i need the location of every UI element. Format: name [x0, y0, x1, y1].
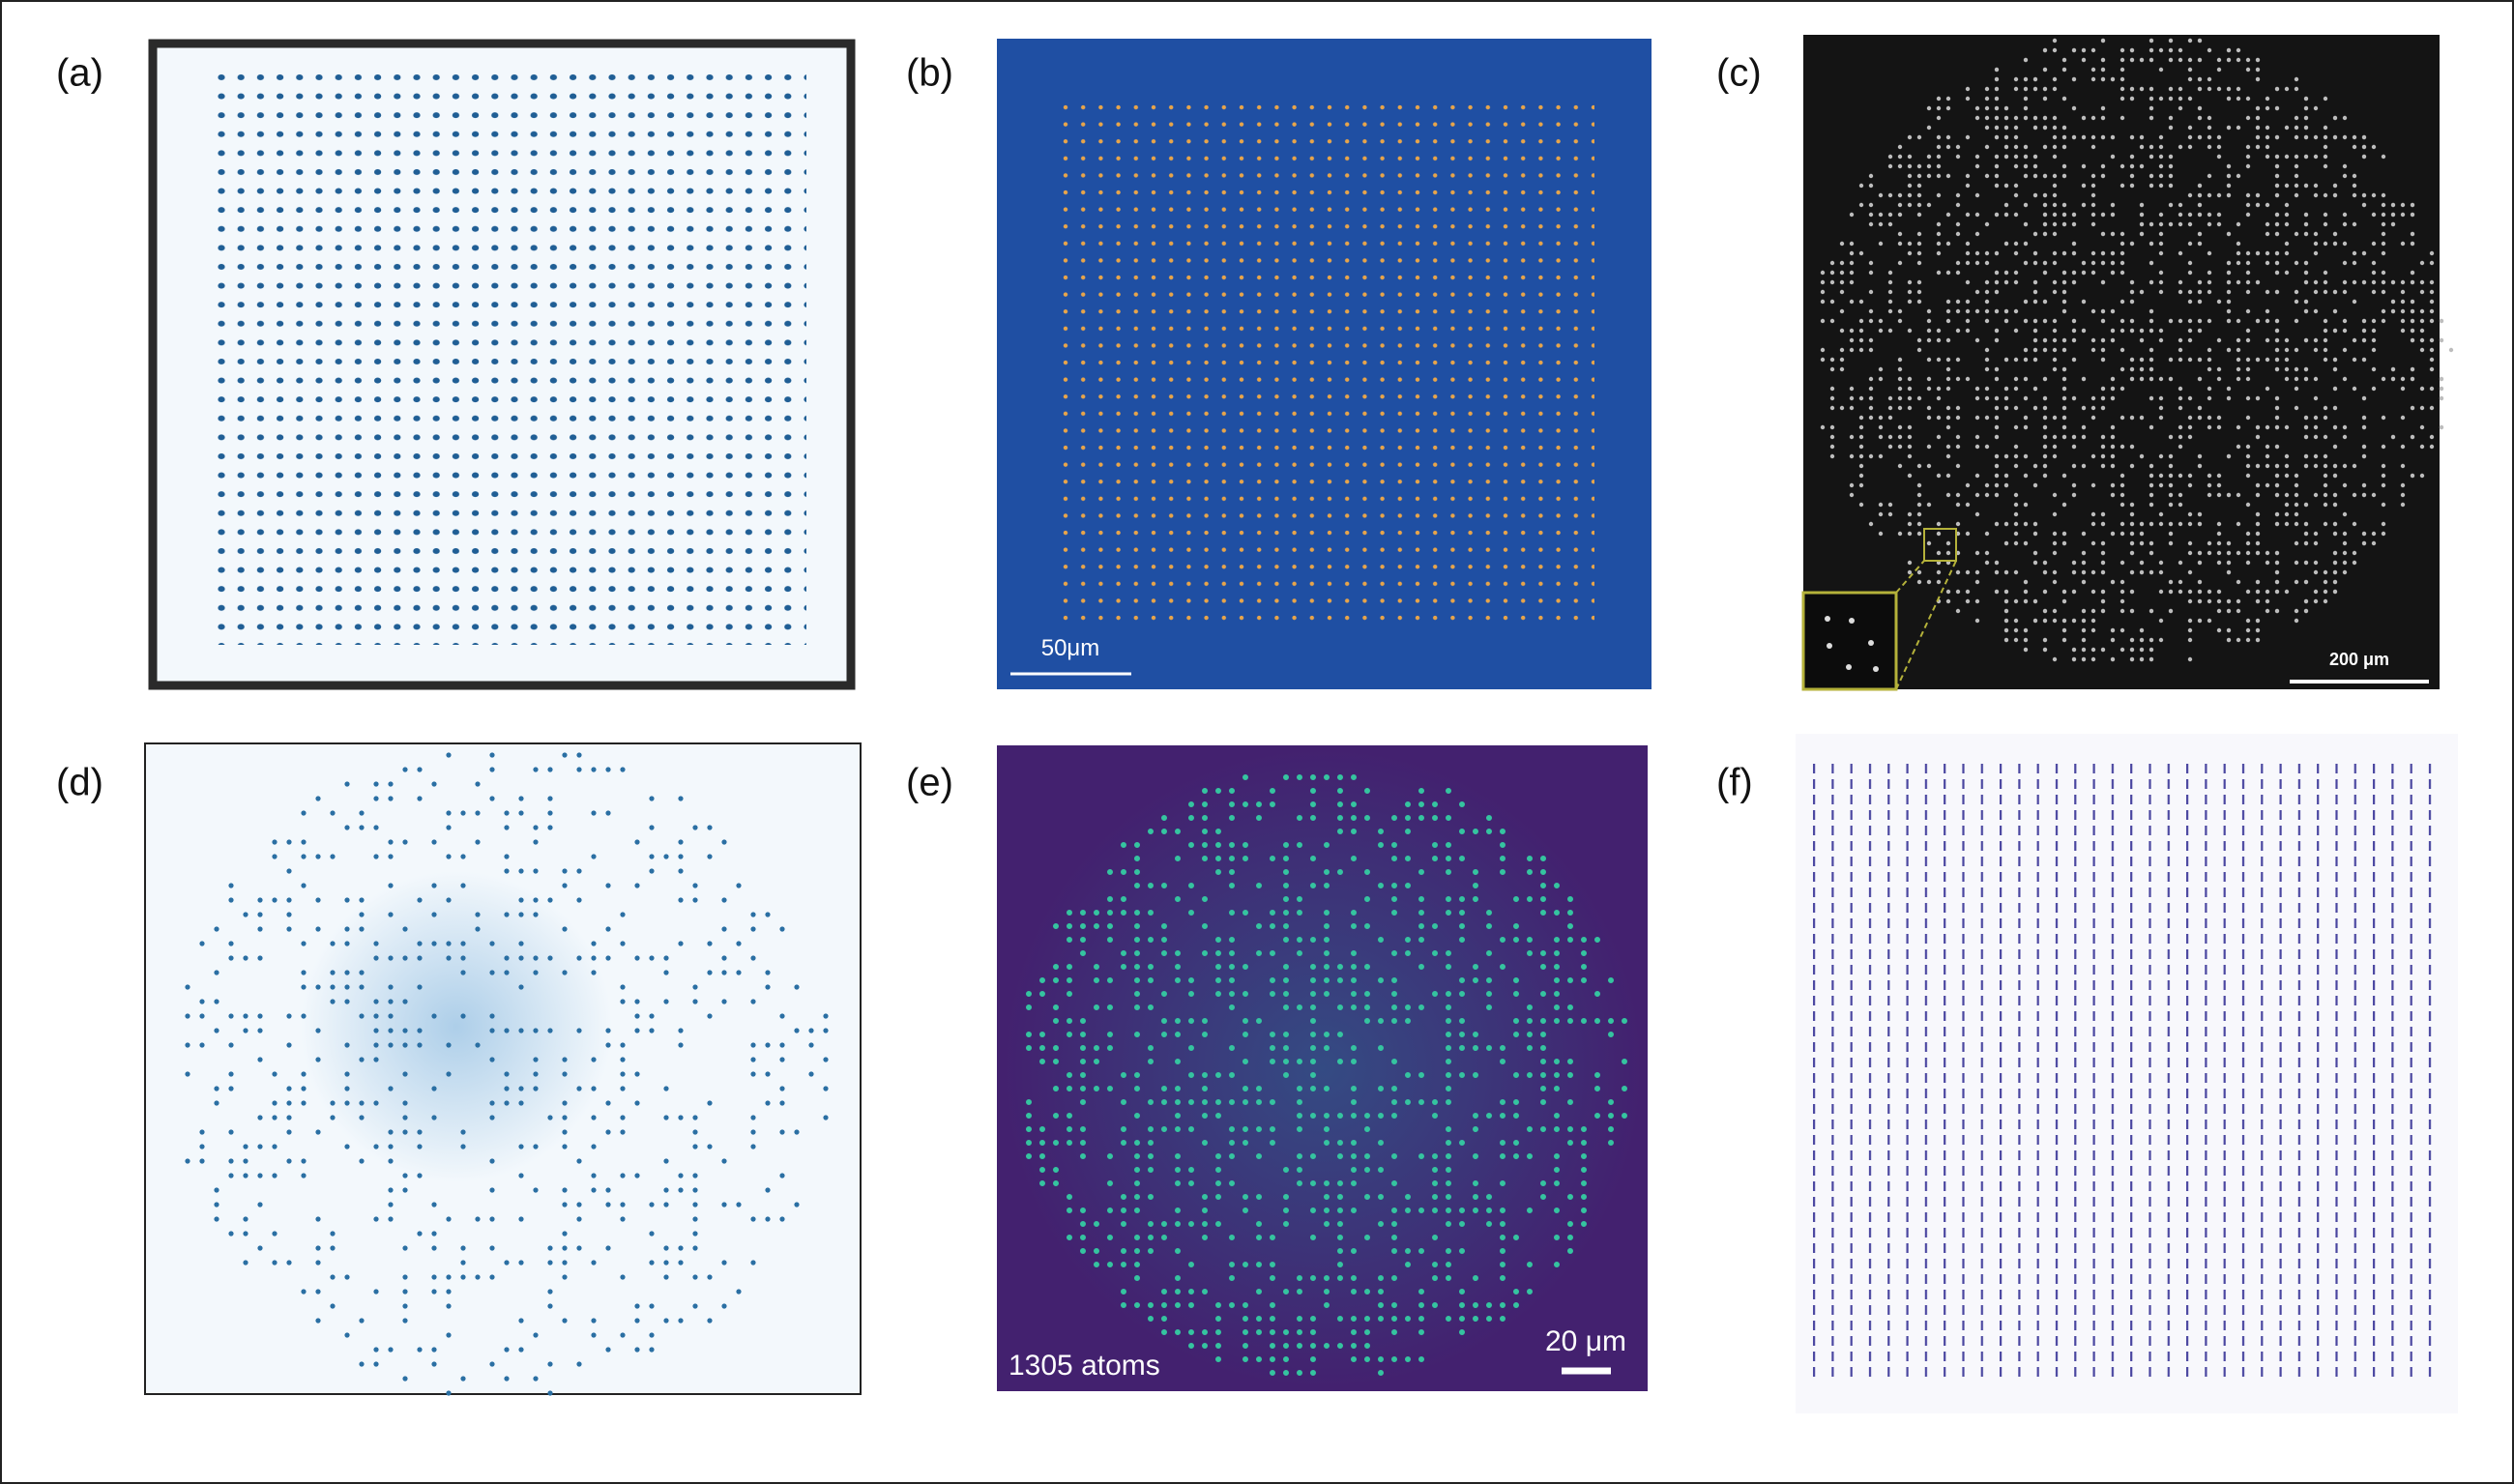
scale-bar-label: 200 μm: [2329, 650, 2389, 669]
inset-atoms: [1825, 616, 1879, 672]
panel-label: (c): [1716, 52, 1762, 95]
scale-bar-label: 50μm: [1041, 635, 1100, 661]
atom-array: [185, 752, 829, 1396]
panel-label: (a): [56, 52, 103, 95]
atom-count: 1305 atoms: [1009, 1350, 1160, 1382]
inset: [1801, 591, 1898, 691]
zoom-box: [1923, 528, 1957, 562]
background-glow: [1004, 749, 1642, 1387]
atom-array: [1063, 104, 1594, 621]
panel-label: (b): [906, 52, 953, 95]
panel-label: (f): [1716, 762, 1753, 804]
atom-array: [1820, 38, 2454, 662]
panel-label: (e): [906, 762, 953, 804]
zoom-line: [1895, 560, 1925, 594]
atom-array: [1811, 762, 2447, 1381]
atom-array: [217, 73, 806, 645]
panel-label: (d): [56, 762, 103, 804]
scale-bar-label: 20 μm: [1545, 1325, 1626, 1357]
zoom-line: [1895, 560, 1957, 690]
atom-array: [1026, 774, 1627, 1376]
background-glow: [256, 827, 701, 1271]
